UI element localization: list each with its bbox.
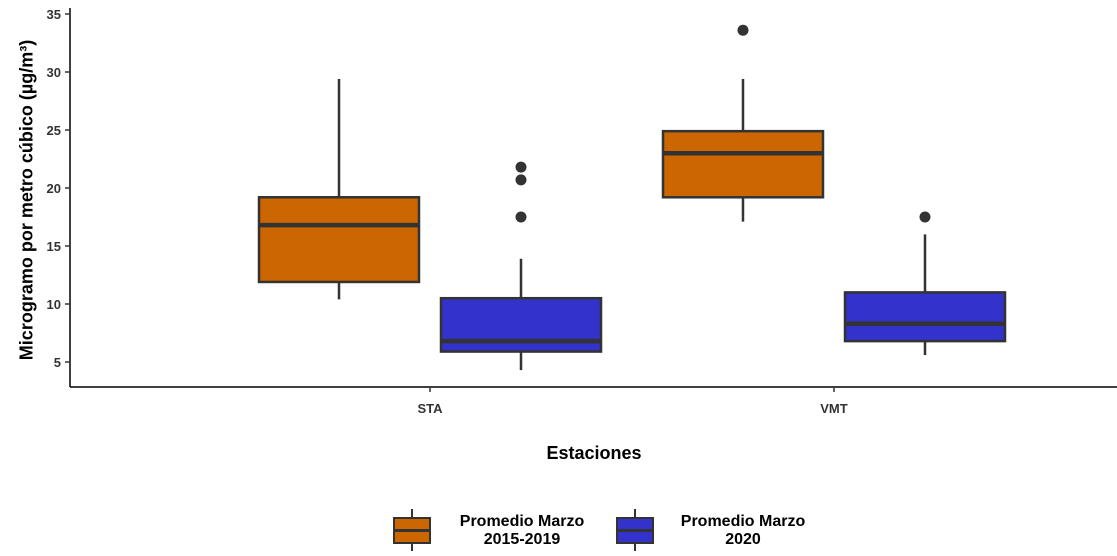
x-tick-label: STA: [417, 401, 443, 416]
box-sta-series-2: [439, 161, 603, 371]
legend-label: 2015-2019: [484, 531, 561, 548]
outlier-point: [515, 174, 527, 186]
y-tick-label: 30: [47, 65, 61, 80]
outlier-point: [737, 24, 749, 36]
outlier-point: [919, 211, 931, 223]
box-vmt-series-1: [661, 24, 825, 222]
y-tick-label: 25: [47, 123, 61, 138]
legend-label: Promedio Marzo: [460, 513, 585, 530]
y-tick-label: 35: [47, 7, 61, 22]
axes: 5 10 15 20 25 30 35 STA VMT: [47, 7, 1117, 416]
iqr-box: [661, 129, 825, 199]
iqr-box: [439, 296, 603, 353]
iqr-box: [257, 196, 421, 284]
legend-label: Promedio Marzo: [681, 513, 806, 530]
outlier-point: [515, 211, 527, 223]
legend-label: 2020: [725, 531, 761, 548]
y-tick-label: 20: [47, 181, 61, 196]
y-tick-label: 15: [47, 239, 61, 254]
outlier-point: [515, 161, 527, 173]
x-axis-title: Estaciones: [546, 443, 641, 463]
iqr-box: [843, 291, 1007, 343]
box-vmt-series-2: [843, 211, 1007, 356]
plot-area: [257, 24, 1007, 371]
x-tick-label: VMT: [820, 401, 848, 416]
y-axis-title: Microgramo por metro cúbico (µg/m³): [16, 40, 36, 360]
y-tick-label: 5: [54, 355, 61, 370]
y-tick-label: 10: [47, 297, 61, 312]
box-sta-series-1: [257, 78, 421, 300]
